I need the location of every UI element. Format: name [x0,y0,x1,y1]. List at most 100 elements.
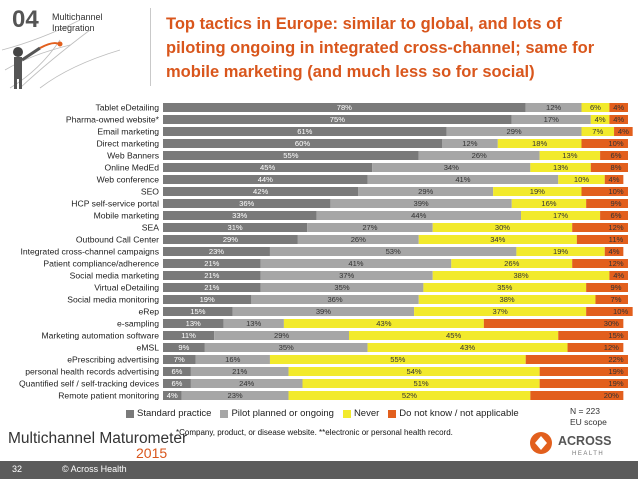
bar-segment-never [432,271,610,280]
across-health-logo: ACROSS HEALTH [530,432,611,457]
bar-segment-pilot [190,379,303,388]
bar-segment-pilot [418,151,540,160]
maturometer-brand: Multichannel Maturometer 2015 [8,430,188,461]
category-label: Outbound Call Center [76,235,159,245]
data-label-never: 4% [595,115,606,124]
data-label-standard: 6% [171,367,182,376]
bar-segment-never [497,139,582,148]
data-label-standard: 60% [295,139,310,148]
category-label: Remote patient monitoring [58,391,159,401]
brand-text: Multichannel Maturometer [8,430,188,447]
data-label-pilot: 37% [339,271,354,280]
category-label: Email marketing [97,127,159,137]
bar-segment-never [590,115,610,124]
data-label-dontknow: 9% [611,199,622,208]
category-label: eRep [138,307,159,317]
bar-segment-standard [163,343,205,352]
bar-segment-standard [163,271,261,280]
data-label-dontknow: 4% [613,115,624,124]
bar-segment-never [418,235,577,244]
category-label: Pharma-owned website* [66,115,160,125]
bar-segment-dontknow [600,151,628,160]
bar-segment-never [493,187,582,196]
bar-segment-standard [163,163,373,172]
category-label: Web conference [97,175,160,185]
data-label-never: 19% [553,247,568,256]
data-label-never: 38% [499,295,514,304]
data-label-never: 54% [406,367,421,376]
data-label-dontknow: 9% [611,283,622,292]
bar-segment-never [432,223,573,232]
bar-segment-pilot [195,355,270,364]
data-label-pilot: 41% [348,259,363,268]
category-label: SEO [141,187,159,197]
category-label: Marketing automation software [41,331,159,341]
data-label-never: 30% [495,223,510,232]
data-label-dontknow: 19% [608,367,623,376]
bar-segment-never [423,283,587,292]
data-label-dontknow: 4% [613,271,624,280]
bar-segment-pilot [204,343,368,352]
data-label-dontknow: 8% [611,163,622,172]
data-label-dontknow: 4% [618,127,629,136]
bar-segment-pilot [181,391,289,400]
data-label-pilot: 41% [455,175,470,184]
legend-label-standard: Standard practice [137,408,212,419]
bar-segment-never [414,307,587,316]
chart-legend: Standard practice Pilot planned or ongoi… [126,408,519,419]
bar-segment-never [367,343,568,352]
data-label-dontknow: 10% [608,139,623,148]
legend-swatch-standard [126,409,134,418]
bar-segment-dontknow [576,235,628,244]
data-label-standard: 21% [204,271,219,280]
data-label-never: 45% [446,331,461,340]
sample-size: N = 223 [570,406,601,416]
data-label-standard: 21% [204,259,219,268]
bar-segment-standard [163,259,261,268]
header-illustration [1,19,121,89]
bar-segment-never [516,247,605,256]
bar-segment-dontknow [572,259,628,268]
data-label-standard: 45% [260,163,275,172]
bar-segment-dontknow [483,319,624,328]
section-title-line2: Integration [52,23,95,33]
data-label-dontknow: 4% [609,247,620,256]
data-label-never: 6% [590,103,601,112]
data-label-pilot: 27% [362,223,377,232]
data-label-pilot: 12% [462,139,477,148]
data-label-dontknow: 11% [609,235,624,244]
copyright: © Across Health [62,464,127,474]
bar-segment-never [288,391,531,400]
data-label-never: 13% [553,163,568,172]
bar-segment-pilot [260,259,452,268]
bar-segment-pilot [316,211,522,220]
data-label-pilot: 34% [444,163,459,172]
bar-segment-dontknow [572,223,628,232]
bar-segment-pilot [446,127,582,136]
data-label-standard: 7% [174,355,185,364]
data-label-standard: 42% [253,187,268,196]
data-label-dontknow: 10% [613,307,628,316]
data-label-dontknow: 22% [608,355,623,364]
bar-segment-never [283,319,484,328]
data-label-never: 52% [402,391,417,400]
category-label: Virtual eDetailing [94,283,159,293]
header-divider [150,8,151,86]
data-label-standard: 21% [204,283,219,292]
bar-segment-pilot [525,103,582,112]
legend-label-dontknow: Do not know / not applicable [399,408,519,419]
data-label-standard: 55% [283,151,298,160]
bar-segment-dontknow [525,355,628,364]
data-label-standard: 36% [239,199,254,208]
data-label-never: 26% [504,259,519,268]
bar-segment-dontknow [604,247,624,256]
bar-segment-never [269,355,526,364]
data-label-pilot: 24% [239,379,254,388]
bar-segment-standard [163,175,368,184]
bar-segment-standard [163,355,196,364]
category-label: ePrescribing advertising [67,355,159,365]
page-title-line2: piloting ongoing in integrated cross-cha… [166,39,595,57]
bar-segment-pilot [511,115,591,124]
bar-segment-dontknow [539,379,628,388]
data-label-standard: 31% [227,223,242,232]
